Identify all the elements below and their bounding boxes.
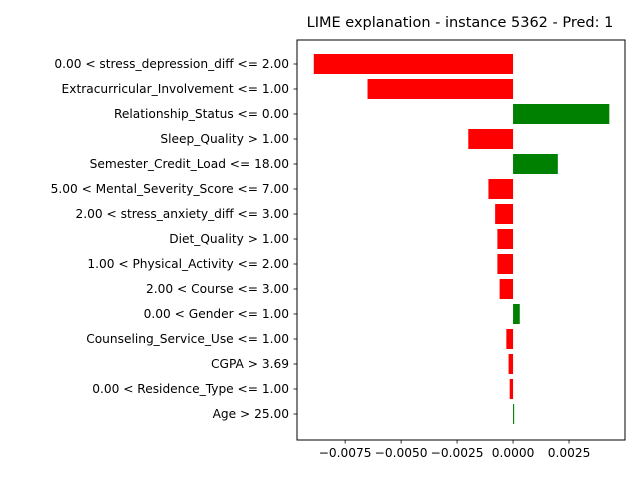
bar-12: [508, 354, 514, 374]
bar-4: [513, 154, 558, 174]
y-tick-label-11: Counseling_Service_Use <= 1.00: [86, 332, 289, 346]
y-tick-label-9: 2.00 < Course <= 3.00: [146, 282, 289, 296]
y-tick-label-0: 0.00 < stress_depression_diff <= 2.00: [54, 57, 289, 71]
y-tick-label-10: 0.00 < Gender <= 1.00: [144, 307, 289, 321]
y-tick-label-3: Sleep_Quality > 1.00: [160, 132, 289, 146]
bar-8: [497, 254, 514, 274]
bar-7: [497, 229, 514, 249]
bar-11: [506, 329, 514, 349]
bar-1: [367, 79, 514, 99]
bar-6: [495, 204, 514, 224]
y-tick-label-7: Diet_Quality > 1.00: [169, 232, 289, 246]
bar-0: [313, 54, 514, 74]
y-tick-label-5: 5.00 < Mental_Severity_Score <= 7.00: [51, 182, 289, 196]
bar-5: [488, 179, 514, 199]
bars-group: [313, 54, 610, 424]
y-tick-label-8: 1.00 < Physical_Activity <= 2.00: [87, 257, 289, 271]
bar-10: [513, 304, 520, 324]
x-tick-label-0: −0.0075: [319, 446, 372, 460]
x-tick-label-2: −0.0025: [431, 446, 484, 460]
bar-9: [499, 279, 514, 299]
bar-2: [513, 104, 610, 124]
y-tick-labels: 0.00 < stress_depression_diff <= 2.00 Ext…: [51, 57, 297, 421]
x-tick-label-1: −0.0050: [375, 446, 428, 460]
bar-3: [468, 129, 514, 149]
y-tick-label-2: Relationship_Status <= 0.00: [114, 107, 289, 121]
y-tick-label-12: CGPA > 3.69: [211, 357, 289, 371]
x-tick-label-3: 0.0000: [492, 446, 535, 460]
y-tick-label-1: Extracurricular_Involvement <= 1.00: [62, 82, 289, 96]
x-tick-label-4: 0.0025: [548, 446, 591, 460]
y-tick-label-13: 0.00 < Residence_Type <= 1.00: [92, 382, 289, 396]
x-ticks: −0.0075 −0.0050 −0.0025 0.0000 0.0025: [319, 440, 591, 460]
bar-13: [509, 379, 514, 399]
chart-title: LIME explanation - instance 5362 - Pred:…: [307, 15, 614, 31]
y-tick-label-6: 2.00 < stress_anxiety_diff <= 3.00: [76, 207, 289, 221]
plot-area-frame: [296, 39, 626, 441]
bar-14: [513, 404, 515, 424]
y-tick-label-14: Age > 25.00: [213, 407, 289, 421]
y-tick-label-4: Semester_Credit_Load <= 18.00: [90, 157, 289, 171]
